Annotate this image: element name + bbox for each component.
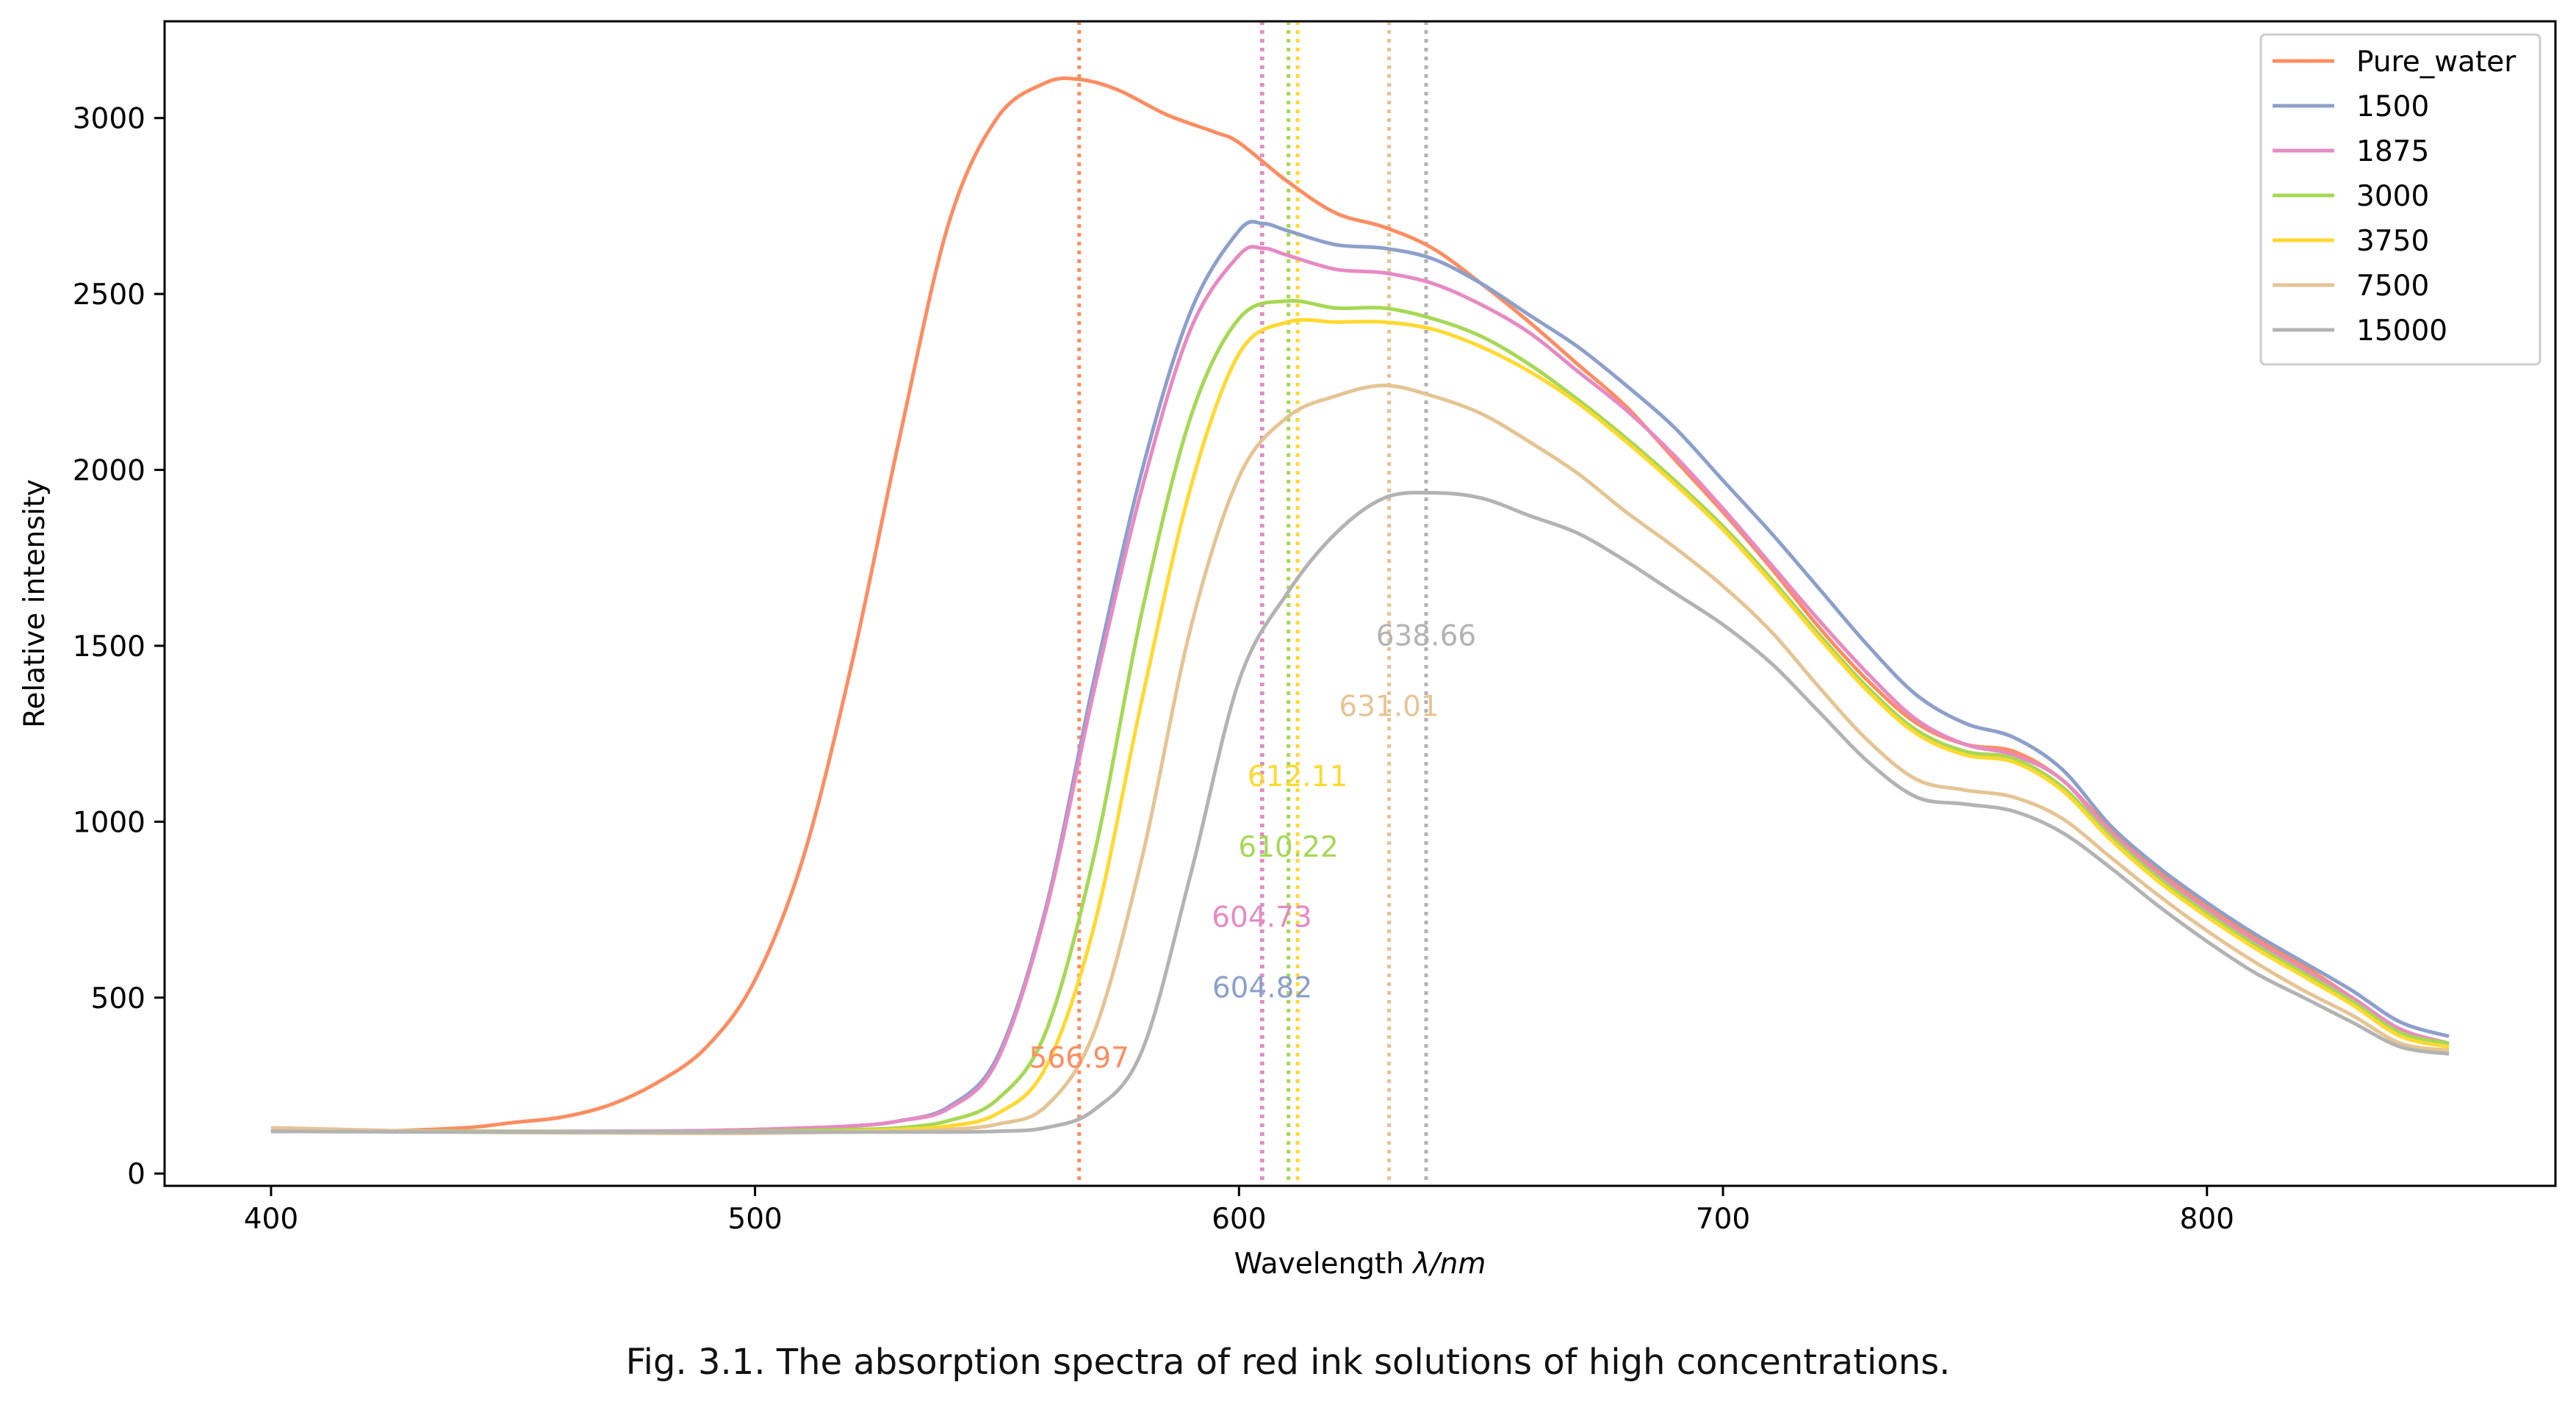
x-tick-label: 500 (727, 1203, 782, 1236)
x-tick-label: 700 (1696, 1203, 1750, 1236)
legend-label-7500: 7500 (2356, 270, 2429, 303)
legend-label-3000: 3000 (2356, 180, 2429, 213)
legend-label-3750: 3750 (2356, 225, 2429, 258)
y-tick-label: 2000 (73, 455, 145, 488)
series-line-3000 (270, 298, 2450, 1134)
peak-label-3750: 612.11 (1248, 760, 1348, 794)
x-axis-label-text: Wavelength (1234, 1248, 1414, 1281)
series-line-1500 (270, 220, 2450, 1134)
y-tick-label: 2500 (73, 278, 145, 312)
peak-label-Pure_water: 566.97 (1029, 1042, 1129, 1075)
legend-box (2259, 33, 2541, 366)
series-line-1875 (270, 245, 2450, 1134)
axes: 400 500 600 700 800 0 500 1000 1500 2000 2500 3000 W… (18, 20, 2557, 1281)
x-axis-label: Wavelength λ/nm (1234, 1248, 1486, 1281)
y-tick-label: 3000 (73, 103, 145, 136)
peak-label-1500: 604.82 (1212, 971, 1312, 1004)
x-tick-label: 400 (244, 1203, 298, 1236)
legend-label-Pure_water: Pure_water (2356, 46, 2516, 79)
series-line-15000 (270, 491, 2450, 1134)
x-axis-label-unit: λ/nm (1411, 1248, 1486, 1281)
plot-area: 566.97 604.82 604.73 610.22 612.11 631.01 638.… (270, 21, 2450, 1186)
peak-label-15000: 638.66 (1376, 620, 1476, 653)
y-tick-label: 1000 (73, 806, 145, 839)
peak-label-1875: 604.73 (1212, 902, 1312, 935)
y-tick-label: 500 (91, 982, 145, 1015)
series-line-7500 (270, 384, 2450, 1135)
legend-label-1875: 1875 (2356, 135, 2429, 168)
figure-caption: Fig. 3.1. The absorption spectra of red … (625, 1342, 1951, 1383)
y-tick-label: 1500 (73, 630, 145, 663)
y-tick-label: 0 (127, 1158, 145, 1191)
plot-frame (163, 20, 2557, 1187)
legend-label-1500: 1500 (2356, 90, 2429, 123)
peak-label-3000: 610.22 (1238, 831, 1338, 864)
x-tick-label: 800 (2180, 1203, 2234, 1236)
legend: Pure_water 1500 1875 3000 3750 7500 15000 (2259, 33, 2541, 366)
legend-label-15000: 15000 (2356, 314, 2447, 348)
series-line-Pure_water (270, 76, 2450, 1134)
series-line-3750 (270, 317, 2450, 1135)
peak-label-7500: 631.01 (1339, 690, 1439, 723)
y-axis-label: Relative intensity (18, 479, 51, 728)
x-tick-label: 600 (1212, 1203, 1266, 1236)
